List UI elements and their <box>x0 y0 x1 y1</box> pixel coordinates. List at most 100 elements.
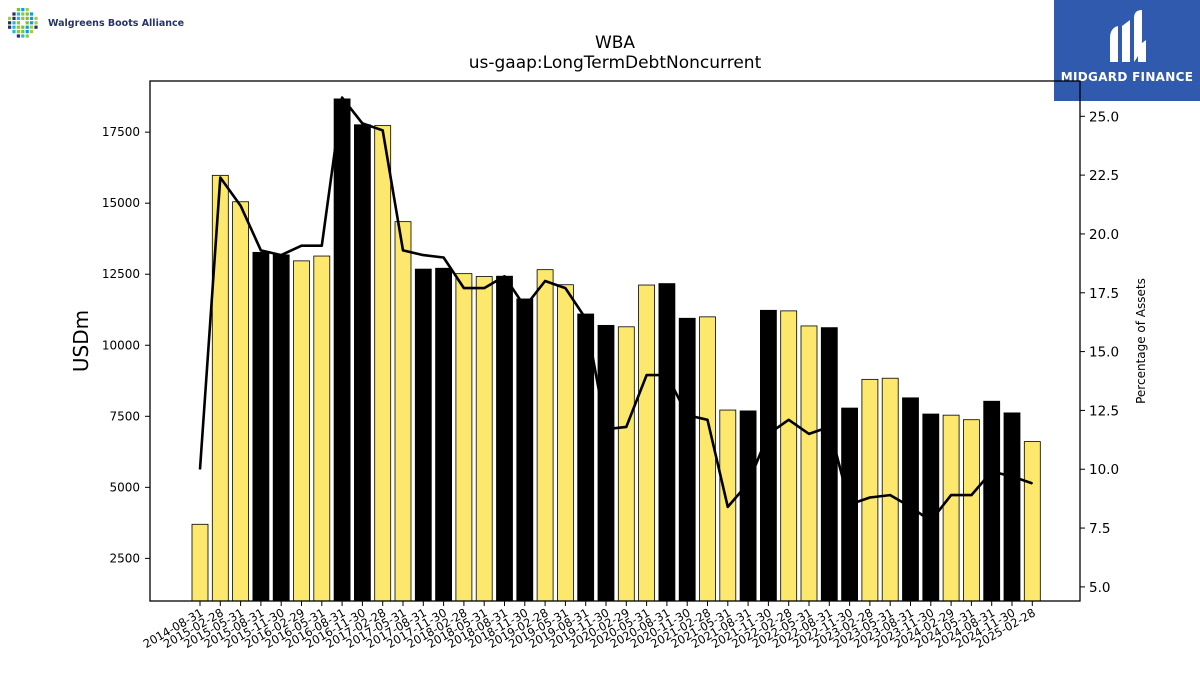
bar-2024-11-30 <box>1003 412 1021 602</box>
x-axis: 2014-08-312015-02-282015-05-312015-08-31… <box>141 601 1038 651</box>
midgard-logo-mark-icon <box>1110 10 1146 62</box>
y-tick-label: 12500 <box>102 267 140 281</box>
percentage-line <box>198 96 1033 523</box>
line-point-2015-05-31 <box>240 205 242 207</box>
midgard-finance-logo: MIDGARD FINANCE <box>1054 0 1200 101</box>
y-axis-right-label: Percentage of Assets <box>1134 278 1148 404</box>
line-point-2018-08-31 <box>503 275 506 277</box>
line-point-2019-11-30 <box>605 428 607 430</box>
line-point-2024-08-31 <box>991 470 993 473</box>
plot-frame <box>149 80 1081 602</box>
bar-2022-08-31 <box>820 327 838 602</box>
line-point-2017-08-31 <box>422 254 424 256</box>
line-point-2015-11-30 <box>280 254 282 256</box>
bar-2018-02-28 <box>455 273 473 602</box>
y-tick-label: 10000 <box>102 338 140 352</box>
line-point-2024-11-30 <box>1011 475 1013 477</box>
bar-2016-05-31 <box>313 255 331 602</box>
line-point-2022-02-28 <box>788 419 790 421</box>
bar-2023-02-28 <box>861 378 879 602</box>
line-point-2016-05-31 <box>321 245 323 247</box>
bar-2019-02-28 <box>536 269 554 602</box>
bar-2017-11-30 <box>435 267 453 602</box>
line-point-2014-08-31 <box>199 468 201 470</box>
y-axis-left: 2500 5000 7500 10000 12500 15000 17500 <box>102 125 150 565</box>
line-point-2016-08-31 <box>341 96 343 99</box>
chart-title: WBA <box>595 33 635 53</box>
line-point-2023-08-31 <box>909 506 912 508</box>
line-point-2023-05-31 <box>889 494 891 496</box>
bar-2023-08-31 <box>902 397 919 602</box>
bar-2014-08-31 <box>191 523 209 602</box>
bar-2019-05-31 <box>557 284 574 602</box>
y-tick-label: 17500 <box>102 125 140 139</box>
midgard-logo-wordmark: MIDGARD FINANCE <box>1060 70 1194 84</box>
bar-2015-08-31 <box>252 251 270 602</box>
bar-2022-02-28 <box>780 310 798 602</box>
y-tick-label: 2500 <box>109 551 140 565</box>
bar-2021-02-28 <box>699 316 716 602</box>
y2-tick-label: 12.5 <box>1089 403 1119 419</box>
bar-2018-08-31 <box>496 275 513 602</box>
y-tick-label: 15000 <box>102 196 140 210</box>
y2-tick-label: 17.5 <box>1089 286 1119 302</box>
bar-2015-05-31 <box>232 201 250 602</box>
y2-tick-label: 10.0 <box>1089 462 1119 478</box>
line-point-2015-02-28 <box>219 176 221 179</box>
y-tick-label: 7500 <box>109 409 140 423</box>
wba-logo-wordmark: Walgreens Boots Alliance <box>48 17 185 29</box>
bar-2020-05-31 <box>638 284 655 602</box>
y2-tick-label: 15.0 <box>1089 345 1119 361</box>
bar-2017-08-31 <box>414 268 432 602</box>
walgreens-boots-alliance-logo: Walgreens Boots Alliance <box>4 4 184 42</box>
bar-2024-08-31 <box>983 400 1001 602</box>
line-point-2018-02-28 <box>463 287 465 289</box>
line-point-2017-02-28 <box>382 129 384 132</box>
bar-2016-08-31 <box>333 98 351 602</box>
wba-logo-mark-icon <box>8 8 38 38</box>
y-tick-label: 5000 <box>109 480 140 494</box>
line-point-2021-02-28 <box>706 419 709 421</box>
y-axis-right: 5.0 7.5 10.0 12.5 15.0 17.5 20.0 22.5 25.0 <box>1080 109 1119 596</box>
y2-tick-label: 20.0 <box>1089 227 1119 243</box>
y2-tick-label: 25.0 <box>1089 109 1119 125</box>
line-point-2018-05-31 <box>483 287 485 289</box>
bar-2021-08-31 <box>739 410 757 602</box>
bar-2020-08-31 <box>658 283 676 602</box>
line-point-2017-05-31 <box>402 249 404 252</box>
line-point-2020-08-31 <box>666 374 668 376</box>
bar-2022-05-31 <box>800 325 818 602</box>
y2-tick-label: 5.0 <box>1089 580 1110 596</box>
line-point-2016-02-29 <box>300 245 303 247</box>
line-point-2020-02-29 <box>625 426 627 428</box>
line-point-2015-08-31 <box>260 249 262 252</box>
line-point-2020-05-31 <box>646 374 648 376</box>
chart-subtitle: us-gaap:LongTermDebtNoncurrent <box>469 53 762 73</box>
bar-2020-11-30 <box>678 317 696 602</box>
line-point-2020-11-30 <box>686 414 688 416</box>
line-point-2024-02-29 <box>950 494 952 496</box>
line-point-2022-05-31 <box>808 433 810 435</box>
y2-tick-label: 7.5 <box>1089 521 1110 537</box>
y2-tick-label: 22.5 <box>1089 168 1119 184</box>
bar-2024-02-29 <box>942 414 960 602</box>
line-point-2017-11-30 <box>443 256 445 259</box>
line-point-2023-02-28 <box>869 496 871 499</box>
bar-2020-02-29 <box>617 326 635 602</box>
line-point-2021-05-31 <box>727 506 729 508</box>
bar-2023-11-30 <box>922 413 940 602</box>
bar-2016-11-30 <box>353 124 371 602</box>
line-point-2021-11-30 <box>767 433 770 435</box>
line-point-2025-02-28 <box>1031 482 1033 484</box>
line-point-2016-11-30 <box>361 122 363 124</box>
bar-2019-11-30 <box>597 324 615 602</box>
bar-2021-11-30 <box>760 309 777 602</box>
y-axis-left-label: USDm <box>69 310 93 372</box>
bar-2016-02-29 <box>293 260 310 602</box>
line-point-2019-05-31 <box>564 287 567 289</box>
line-point-2023-11-30 <box>930 520 932 522</box>
line-point-2021-08-31 <box>747 482 749 484</box>
bar-2023-05-31 <box>881 377 899 602</box>
percentage-line-series <box>198 96 1033 523</box>
